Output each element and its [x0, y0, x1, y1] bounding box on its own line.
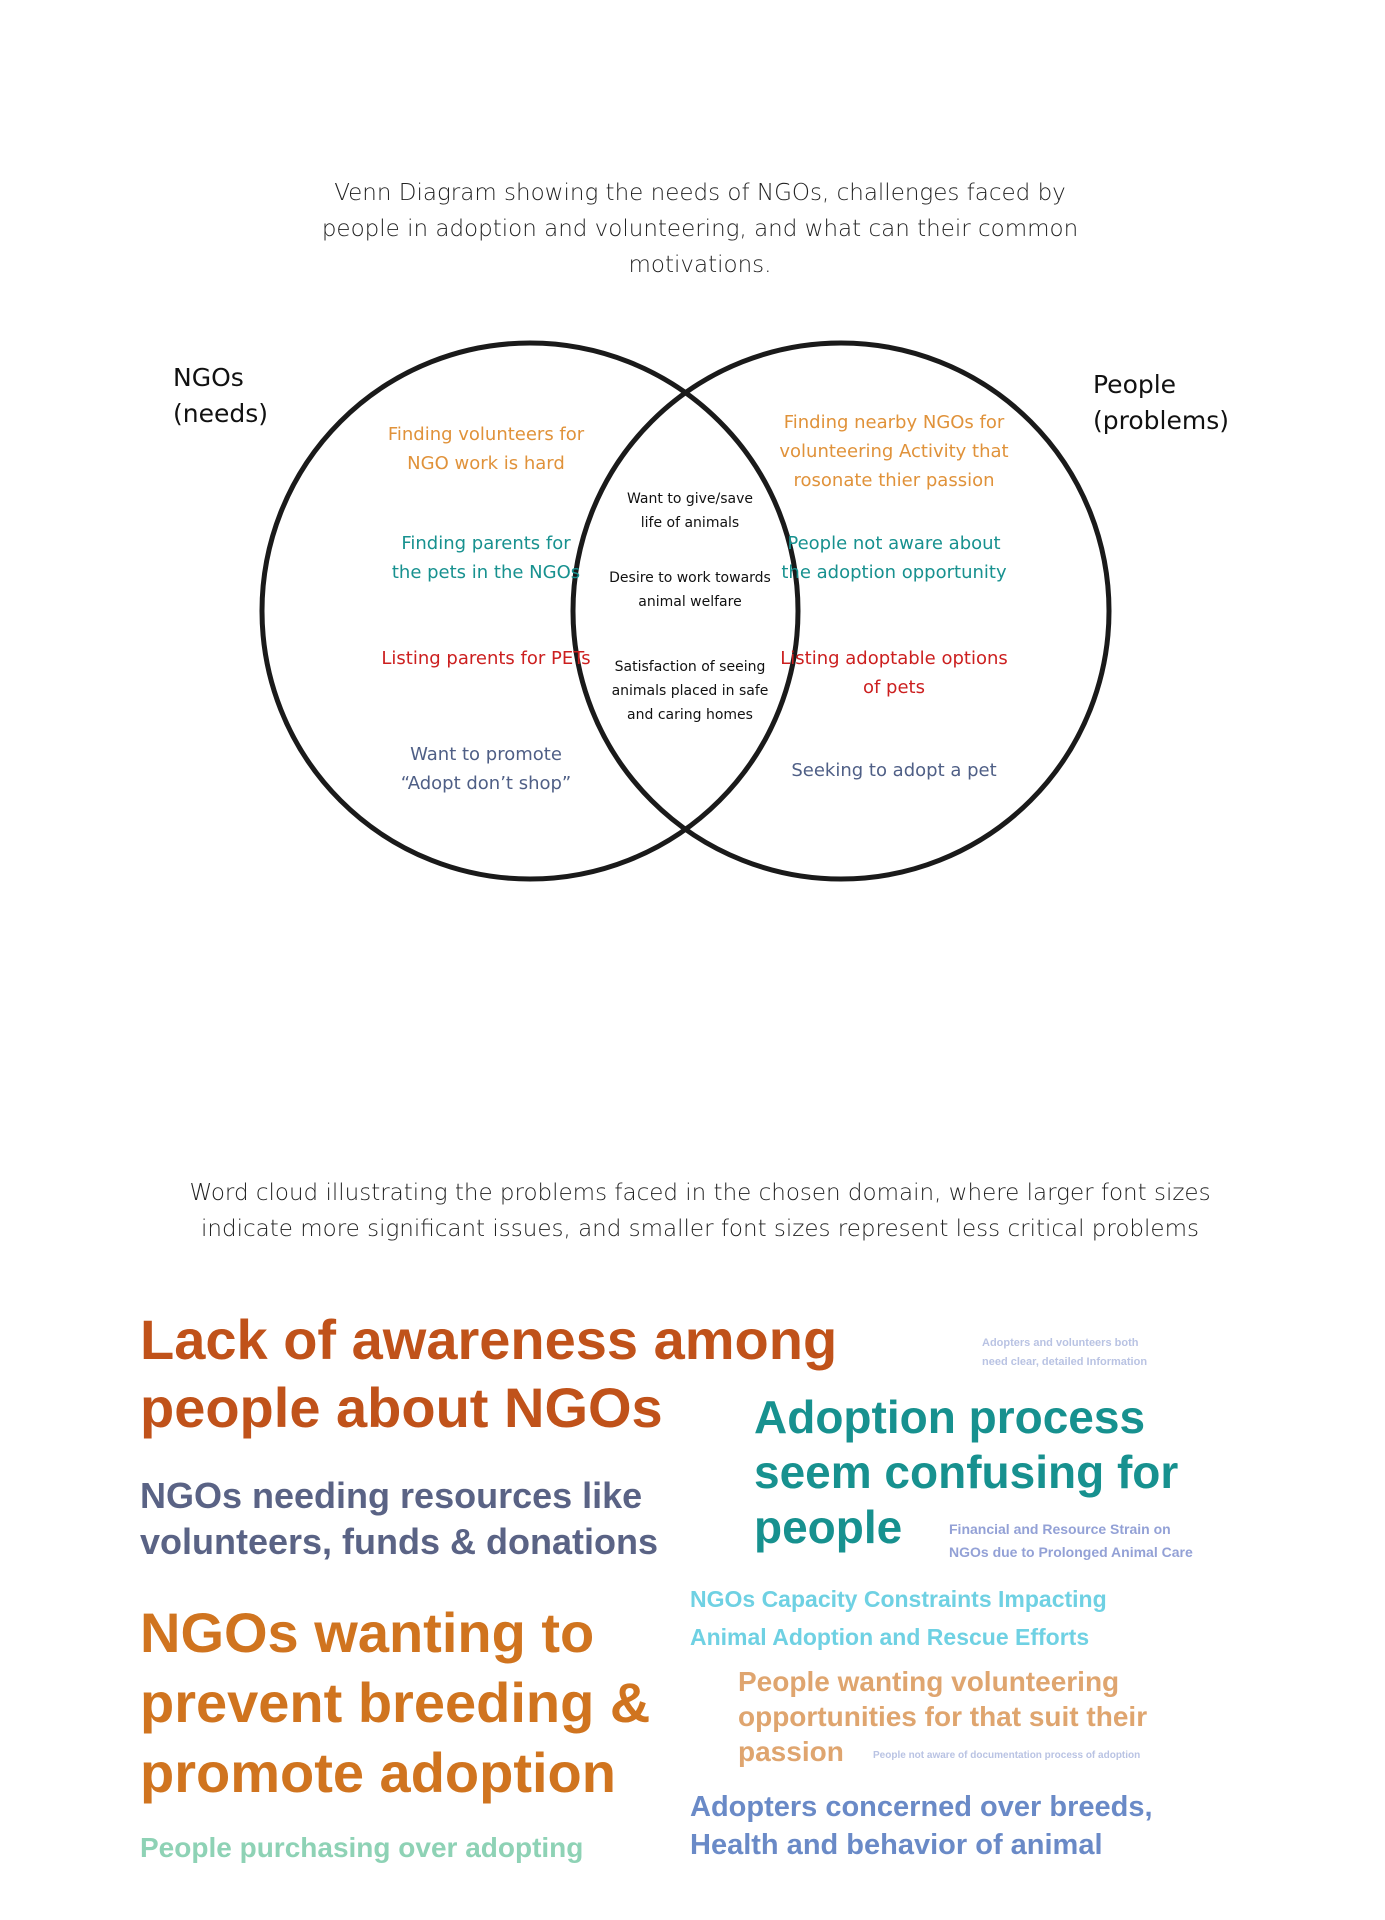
- wc-line: Financial and Resource Strain on: [949, 1521, 1171, 1537]
- wc-financial-strain: Financial and Resource Strain on NGOs du…: [949, 1518, 1193, 1564]
- left-region-item: Want to promote “Adopt don’t shop”: [401, 744, 572, 794]
- right-region-item: Listing adoptable options of pets: [780, 648, 1008, 698]
- region-item-line: the adoption opportunity: [781, 562, 1007, 583]
- venn-caption-line: people in adoption and volunteering, and…: [321, 216, 1079, 242]
- venn-items: Finding volunteers for NGO work is hardFi…: [381, 412, 1008, 794]
- wc-line: prevent breeding &: [140, 1671, 651, 1734]
- wc-line: People purchasing over adopting: [140, 1832, 584, 1863]
- wc-clear-info: Adopters and volunteers both need clear,…: [982, 1334, 1147, 1372]
- wc-line: need clear, detailed Information: [982, 1356, 1148, 1368]
- region-item-line: animals placed in safe: [612, 683, 769, 699]
- left-region-item: Finding parents for the pets in the NGOs: [392, 533, 580, 583]
- region-item-line: Want to promote: [410, 744, 562, 765]
- right-region-item: Finding nearby NGOs for volunteering Acti…: [779, 412, 1008, 491]
- region-item-line: Finding parents for: [401, 533, 571, 554]
- wc-volunteering: People wanting volunteering opportunitie…: [738, 1664, 1147, 1769]
- word-cloud-caption: Word cloud illustrating the problems fac…: [150, 1175, 1250, 1247]
- people-title: People: [1093, 370, 1176, 399]
- venn-diagram: NGOs (needs) People (problems) Finding v…: [173, 340, 1229, 882]
- wc-line: NGOs due to Prolonged Animal Care: [949, 1544, 1193, 1560]
- wc-line: Lack of awareness among: [140, 1308, 838, 1371]
- region-item-line: life of animals: [641, 515, 739, 531]
- region-item-line: animal welfare: [638, 594, 741, 610]
- wc-line: NGOs Capacity Constraints Impacting: [690, 1586, 1107, 1612]
- wc-line: Adopters concerned over breeds,: [690, 1791, 1153, 1823]
- ngos-title: NGOs: [173, 363, 244, 392]
- wc-lack-awareness: Lack of awareness among people about NGO…: [140, 1306, 837, 1442]
- region-item-line: “Adopt don’t shop”: [401, 773, 572, 794]
- wc-ngo-resources: NGOs needing resources like volunteers, …: [140, 1473, 658, 1565]
- region-item-line: rosonate thier passion: [794, 470, 995, 491]
- wc-line: Health and behavior of animal: [690, 1829, 1103, 1861]
- word-cloud-caption-line: indicate more significant issues, and sm…: [201, 1216, 1199, 1242]
- wc-documentation: People not aware of documentation proces…: [873, 1748, 1140, 1764]
- ngos-circle: [259, 340, 801, 882]
- region-item-line: of pets: [863, 677, 925, 698]
- left-region-item: Listing parents for PETs: [381, 648, 590, 669]
- center-region-item: Desire to work towards animal welfare: [609, 570, 771, 610]
- center-region-item: Want to give/save life of animals: [627, 491, 753, 531]
- wc-line: Adopters and volunteers both: [982, 1337, 1139, 1349]
- wc-line: People wanting volunteering: [738, 1666, 1120, 1697]
- wc-line: volunteers, funds & donations: [140, 1521, 659, 1562]
- region-item-line: Want to give/save: [627, 491, 753, 507]
- wc-capacity: NGOs Capacity Constraints Impacting Anim…: [690, 1580, 1107, 1656]
- venn-caption-line: motivations.: [628, 252, 772, 278]
- left-region-item: Finding volunteers for NGO work is hard: [388, 424, 585, 474]
- wc-breed-concern: Adopters concerned over breeds, Health a…: [690, 1788, 1153, 1864]
- region-item-line: Listing parents for PETs: [381, 648, 590, 669]
- wc-line: promote adoption: [140, 1741, 616, 1804]
- venn-caption-line: Venn Diagram showing the needs of NGOs, …: [334, 180, 1066, 206]
- word-cloud-caption-line: Word cloud illustrating the problems fac…: [189, 1180, 1211, 1206]
- wc-line: Animal Adoption and Rescue Efforts: [690, 1624, 1090, 1650]
- people-subtitle: (problems): [1093, 406, 1229, 435]
- region-item-line: Finding nearby NGOs for: [784, 412, 1005, 433]
- region-item-line: Satisfaction of seeing: [615, 659, 766, 675]
- center-region-item: Satisfaction of seeing animals placed in …: [612, 659, 769, 723]
- wc-purchasing: People purchasing over adopting: [140, 1830, 583, 1866]
- wc-prevent-breeding: NGOs wanting to prevent breeding & promo…: [140, 1598, 650, 1808]
- wc-line: seem confusing for: [754, 1446, 1179, 1498]
- ngos-subtitle: (needs): [173, 399, 268, 428]
- region-item-line: Desire to work towards: [609, 570, 771, 586]
- venn-caption: Venn Diagram showing the needs of NGOs, …: [300, 175, 1100, 283]
- wc-line: NGOs needing resources like: [140, 1475, 643, 1516]
- wc-line: People not aware of documentation proces…: [873, 1750, 1141, 1761]
- region-item-line: and caring homes: [627, 707, 753, 723]
- region-item-line: NGO work is hard: [407, 453, 565, 474]
- wc-line: people about NGOs: [140, 1376, 663, 1439]
- wc-line: NGOs wanting to: [140, 1601, 595, 1664]
- wc-line: opportunities for that suit their: [738, 1701, 1148, 1732]
- region-item-line: Listing adoptable options: [780, 648, 1008, 669]
- region-item-line: Seeking to adopt a pet: [791, 760, 996, 781]
- region-item-line: the pets in the NGOs: [392, 562, 580, 583]
- wc-line: passion: [738, 1736, 844, 1767]
- right-region-item: People not aware about the adoption oppor…: [781, 533, 1007, 583]
- region-item-line: People not aware about: [787, 533, 1000, 554]
- right-region-item: Seeking to adopt a pet: [791, 760, 996, 781]
- region-item-line: volunteering Activity that: [779, 441, 1008, 462]
- wc-line: Adoption process: [754, 1391, 1146, 1443]
- people-circle: [570, 340, 1112, 882]
- wc-adoption-confusing: Adoption process seem confusing for peop…: [754, 1390, 1178, 1555]
- region-item-line: Finding volunteers for: [388, 424, 585, 445]
- wc-line: people: [754, 1501, 903, 1553]
